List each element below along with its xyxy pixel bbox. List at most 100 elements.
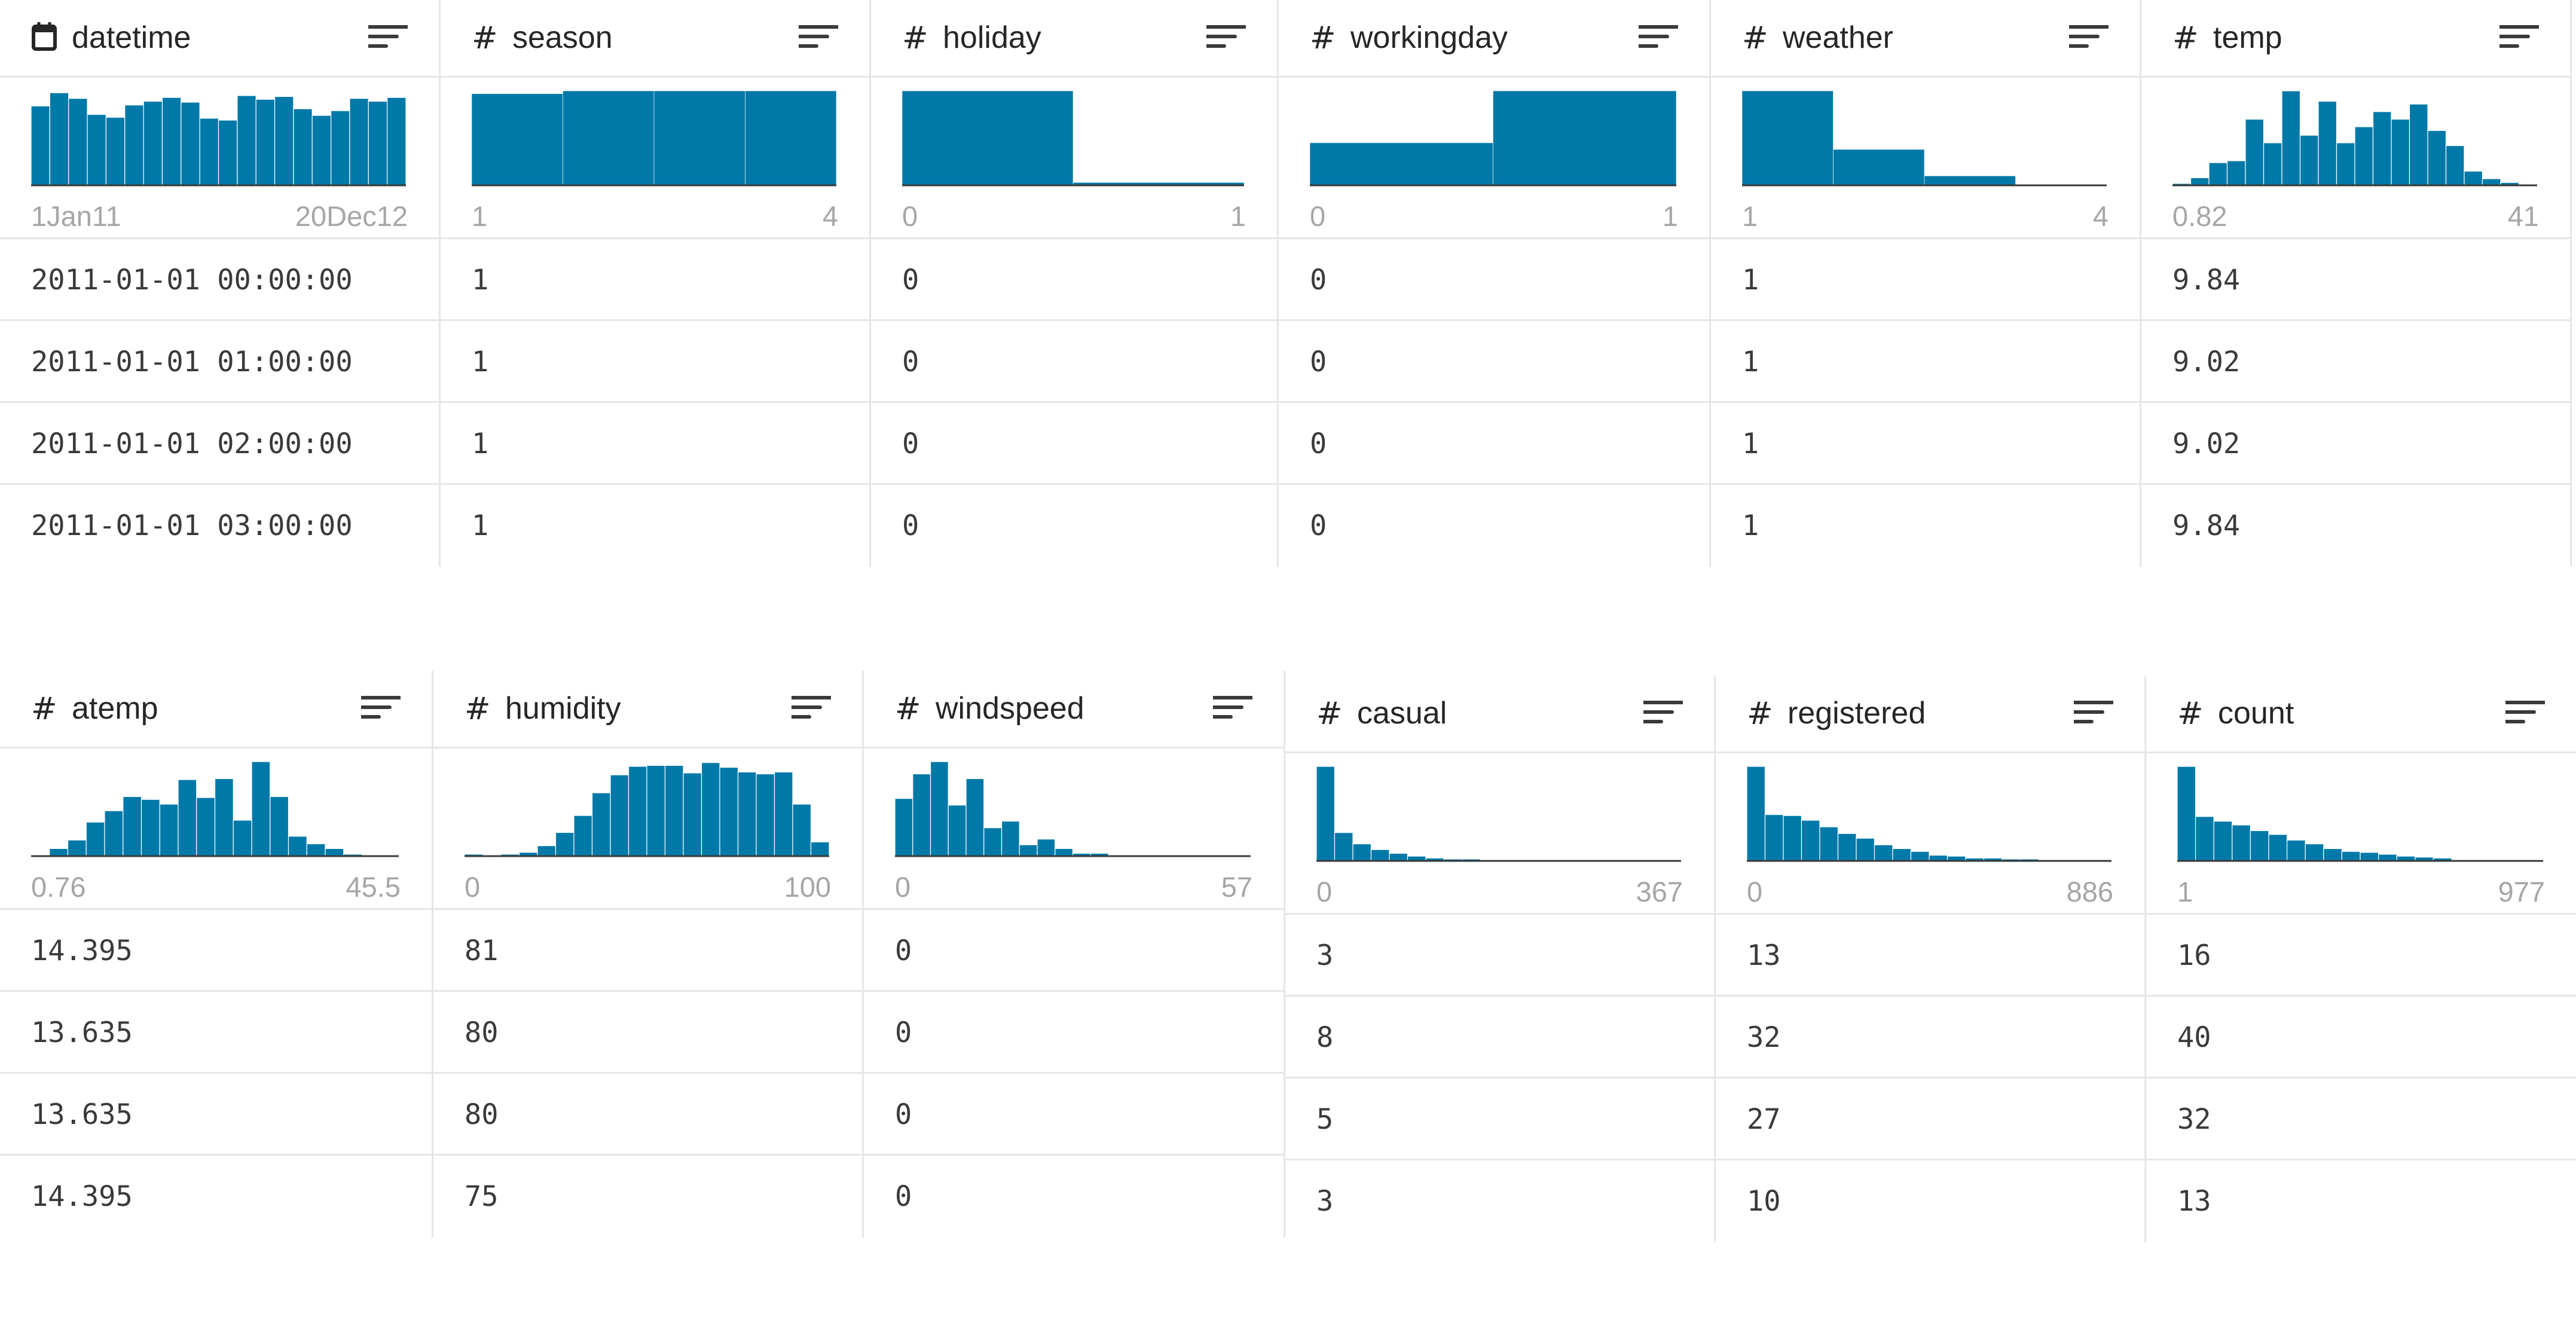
histogram-bar[interactable]	[1819, 826, 1839, 862]
histogram-bar[interactable]	[930, 761, 949, 857]
histogram-bar[interactable]	[2336, 142, 2355, 186]
histogram-bar[interactable]	[311, 115, 332, 186]
histogram-bar[interactable]	[2208, 162, 2228, 186]
table-cell[interactable]: 1	[1711, 403, 2140, 485]
histogram-bar[interactable]	[2287, 839, 2306, 862]
sort-icon[interactable]	[1639, 24, 1678, 50]
table-cell[interactable]: 80	[433, 992, 862, 1074]
table-cell[interactable]: 14.395	[0, 910, 432, 992]
table-cell[interactable]: 14.395	[31, 1180, 133, 1213]
histogram-bar[interactable]	[2195, 816, 2214, 862]
column-header[interactable]: # count	[2146, 676, 2576, 753]
histogram-bar[interactable]	[2213, 821, 2233, 862]
histogram-bar[interactable]	[2391, 118, 2410, 186]
table-cell[interactable]: 3	[1316, 1185, 1334, 1218]
table-cell[interactable]: 0	[895, 1180, 912, 1213]
column-header[interactable]: # temp	[2141, 0, 2570, 78]
histogram-bar[interactable]	[1001, 820, 1020, 857]
column-header[interactable]: # holiday	[871, 0, 1277, 78]
histogram-bar[interactable]	[49, 92, 69, 186]
histogram-bar[interactable]	[1370, 849, 1390, 862]
histogram-bar[interactable]	[2378, 854, 2397, 862]
histogram-bar[interactable]	[2177, 766, 2196, 862]
histogram-bar[interactable]	[49, 848, 69, 857]
histogram-bar[interactable]	[471, 93, 563, 186]
table-cell[interactable]: 32	[2146, 1079, 2576, 1160]
sort-icon[interactable]	[2069, 24, 2109, 50]
table-cell[interactable]: 2011-01-01 03:00:00	[31, 509, 353, 542]
table-cell[interactable]: 0	[1279, 239, 1709, 321]
sort-icon[interactable]	[1206, 24, 1246, 50]
table-cell[interactable]: 0	[864, 910, 1284, 992]
histogram-bar[interactable]	[270, 796, 289, 857]
histogram-bar[interactable]	[1892, 848, 1912, 862]
table-cell[interactable]: 1	[1711, 321, 2140, 403]
histogram-bar[interactable]	[1837, 833, 1857, 862]
histogram-bar[interactable]	[105, 117, 126, 186]
histogram-bar[interactable]	[1801, 820, 1820, 862]
histogram-bar[interactable]	[774, 771, 793, 857]
column-header[interactable]: # atemp	[0, 671, 432, 749]
column-header[interactable]: # registered	[1716, 676, 2144, 753]
histogram-bar[interactable]	[1037, 838, 1056, 857]
histogram-bar[interactable]	[1874, 844, 1893, 862]
table-cell[interactable]: 40	[2146, 997, 2576, 1079]
table-cell[interactable]: 9.02	[2141, 321, 2570, 403]
histogram-bar[interactable]	[2464, 170, 2483, 186]
column-header[interactable]: # casual	[1285, 676, 1714, 753]
sort-icon[interactable]	[361, 695, 401, 721]
column-header[interactable]: # weather	[1711, 0, 2140, 78]
histogram-bar[interactable]	[196, 797, 216, 857]
histogram-bar[interactable]	[1833, 149, 1925, 186]
histogram-bar[interactable]	[288, 836, 307, 857]
histogram-bar[interactable]	[2354, 126, 2374, 186]
histogram-bar[interactable]	[2232, 824, 2251, 862]
table-cell[interactable]: 9.02	[2141, 403, 2570, 485]
table-cell[interactable]: 5	[1285, 1079, 1714, 1160]
sort-icon[interactable]	[1213, 695, 1252, 721]
histogram-bar[interactable]	[143, 100, 163, 186]
histogram-bar[interactable]	[255, 99, 276, 186]
histogram-bar[interactable]	[2245, 118, 2265, 186]
histogram-bar[interactable]	[67, 839, 87, 857]
histogram-bar[interactable]	[1334, 832, 1353, 862]
histogram-bar[interactable]	[2263, 142, 2282, 186]
sort-icon[interactable]	[792, 695, 831, 721]
histogram-bar[interactable]	[2318, 100, 2337, 186]
table-cell[interactable]: 8	[1285, 997, 1714, 1079]
table-cell[interactable]: 1	[441, 239, 869, 321]
histogram-bar[interactable]	[2323, 848, 2342, 862]
histogram-bar[interactable]	[737, 771, 757, 857]
column-header[interactable]: # windspeed	[864, 671, 1284, 749]
histogram-bar[interactable]	[555, 832, 575, 857]
histogram-bar[interactable]	[664, 765, 684, 857]
histogram-bar[interactable]	[2341, 851, 2361, 862]
histogram-bar[interactable]	[965, 778, 985, 857]
histogram-bar[interactable]	[1019, 844, 1038, 857]
table-cell[interactable]: 9.84	[2172, 509, 2241, 542]
histogram-bar[interactable]	[159, 804, 179, 857]
histogram-bar[interactable]	[330, 110, 350, 186]
histogram-bar[interactable]	[1055, 848, 1074, 857]
histogram-bar[interactable]	[325, 848, 344, 857]
histogram-bar[interactable]	[237, 95, 256, 186]
table-cell[interactable]: 80	[433, 1074, 862, 1156]
table-cell[interactable]: 1	[1742, 509, 1759, 542]
table-cell[interactable]: 13	[1716, 915, 2144, 997]
histogram-bar[interactable]	[1856, 838, 1875, 862]
table-cell[interactable]: 0	[902, 509, 919, 542]
histogram-bar[interactable]	[1316, 766, 1336, 862]
histogram-bar[interactable]	[2268, 834, 2288, 862]
histogram-bar[interactable]	[810, 841, 830, 857]
histogram-bar[interactable]	[2482, 178, 2501, 186]
table-cell[interactable]: 27	[1716, 1079, 2144, 1160]
table-cell[interactable]: 2011-01-01 02:00:00	[0, 403, 439, 485]
table-cell[interactable]: 0	[871, 403, 1277, 485]
table-cell[interactable]: 1	[441, 321, 869, 403]
histogram-bar[interactable]	[199, 118, 219, 186]
histogram-bar[interactable]	[2299, 135, 2319, 186]
histogram-bar[interactable]	[368, 100, 388, 186]
histogram-bar[interactable]	[1924, 175, 2016, 186]
sort-icon[interactable]	[2505, 699, 2545, 726]
histogram-bar[interactable]	[161, 97, 182, 186]
